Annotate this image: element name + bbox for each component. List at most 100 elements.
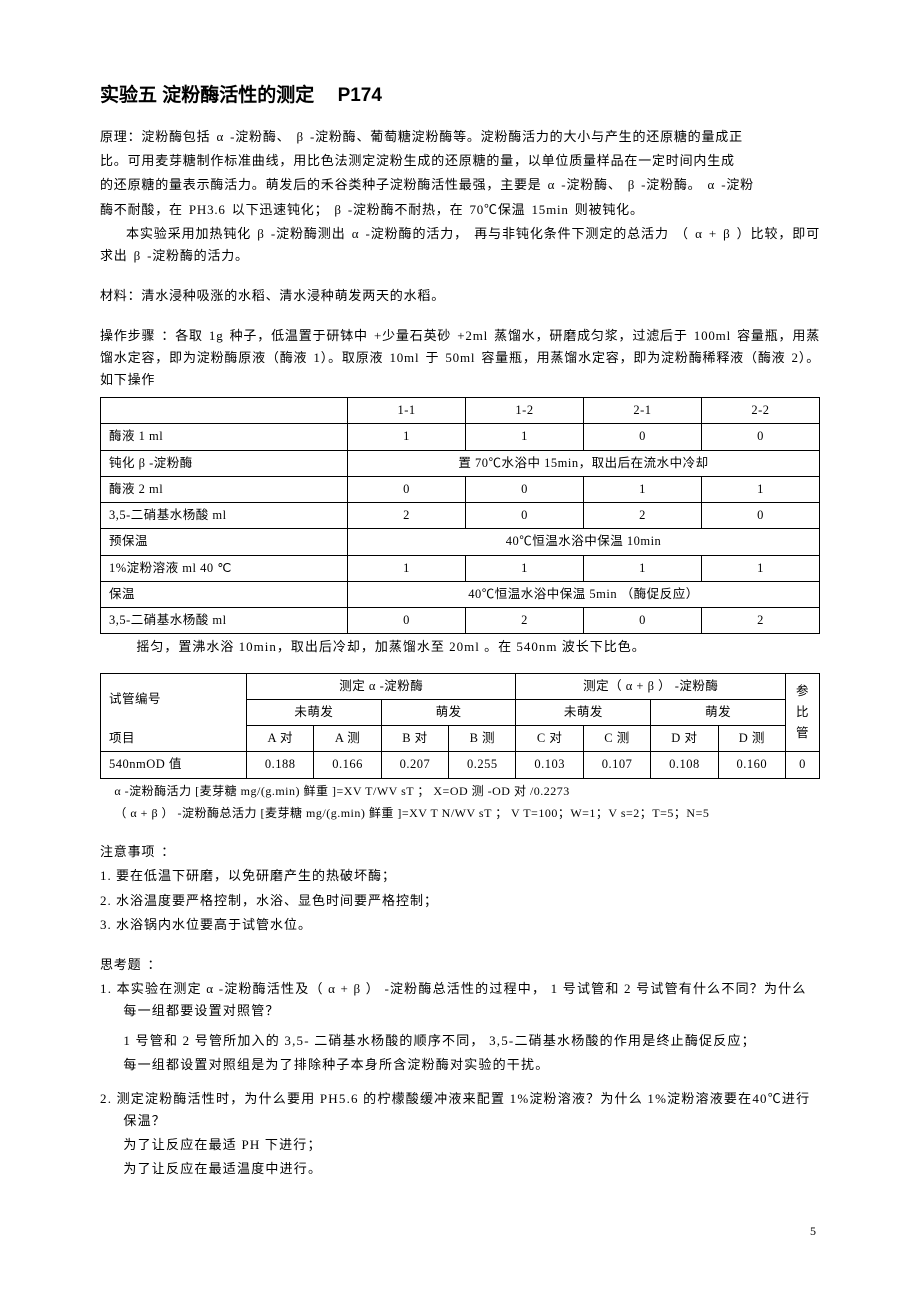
sub-b1: 未萌发 xyxy=(516,699,651,725)
span-cell: 置 70℃水浴中 15min，取出后在流水中冷却 xyxy=(348,450,820,476)
col-header: 1-1 xyxy=(348,398,466,424)
row-label: 酶液 2 ml xyxy=(101,476,348,502)
cell: 0 xyxy=(701,424,819,450)
col-label: B 对 xyxy=(381,726,448,752)
cell: 2 xyxy=(701,608,819,634)
principle-line: 比。可用麦芽糖制作标准曲线，用比色法测定淀粉生成的还原糖的量，以单位质量样品在一… xyxy=(100,150,820,172)
results-table: 试管编号 测定 α -淀粉酶 测定（ α + β ） -淀粉酶 参比管 未萌发 … xyxy=(100,673,820,779)
cell: 1 xyxy=(701,476,819,502)
principle-block: 原理：淀粉酶包括 α -淀粉酶、 β -淀粉酶、葡萄糖淀粉酶等。淀粉酶活力的大小… xyxy=(100,126,820,220)
cell: 1 xyxy=(583,555,701,581)
answer-2b: 为了让反应在最适温度中进行。 xyxy=(100,1158,820,1180)
steps-intro: 操作步骤 ：各取 1g 种子，低温置于研钵中 +少量石英砂 +2ml 蒸馏水，研… xyxy=(100,325,820,391)
think-title: 思考题 ： xyxy=(100,954,820,976)
cell: 0 xyxy=(348,608,466,634)
principle-line: 酶不耐酸，在 PH3.6 以下迅速钝化； β -淀粉酶不耐热，在 70℃保温 1… xyxy=(100,199,820,221)
principle-line: 的还原糖的量表示酶活力。萌发后的禾谷类种子淀粉酶活性最强，主要是 α -淀粉酶、… xyxy=(100,174,820,196)
table-row: 钝化 β -淀粉酶 置 70℃水浴中 15min，取出后在流水中冷却 xyxy=(101,450,820,476)
answer-1b: 每一组都设置对照组是为了排除种子本身所含淀粉酶对实验的干扰。 xyxy=(100,1054,820,1076)
table-row: 酶液 2 ml 0 0 1 1 xyxy=(101,476,820,502)
table-header-row: 1-1 1-2 2-1 2-2 xyxy=(101,398,820,424)
col-label: A 对 xyxy=(247,726,314,752)
od-value: 0.103 xyxy=(516,752,583,778)
question-1: 1. 本实验在测定 α -淀粉酶活性及（ α + β ） -淀粉酶总活性的过程中… xyxy=(100,978,820,1022)
col-label: B 测 xyxy=(449,726,516,752)
after-table1-note: 摇匀，置沸水浴 10min，取出后冷却，加蒸馏水至 20ml 。在 540nm … xyxy=(100,636,820,658)
sub-b2: 萌发 xyxy=(651,699,786,725)
span-cell: 40℃恒温水浴中保温 10min xyxy=(348,529,820,555)
exp-method: 本实验采用加热钝化 β -淀粉酶测出 α -淀粉酶的活力， 再与非钝化条件下测定… xyxy=(100,223,820,267)
col-header: 2-2 xyxy=(701,398,819,424)
row-label: 酶液 1 ml xyxy=(101,424,348,450)
od-value: 0.160 xyxy=(718,752,785,778)
sub-a1: 未萌发 xyxy=(247,699,382,725)
col-header: 1-2 xyxy=(466,398,584,424)
cell: 1 xyxy=(583,476,701,502)
col-label: C 测 xyxy=(583,726,650,752)
notes-list: 1. 要在低温下研磨，以免研磨产生的热破坏酶； 2. 水浴温度要严格控制，水浴、… xyxy=(100,865,820,935)
formula-total: （ α + β ） -淀粉酶总活力 [麦芽糖 mg/(g.min) 鲜重 ]=X… xyxy=(100,803,820,823)
row-label: 3,5-二硝基水杨酸 ml xyxy=(101,503,348,529)
note-item: 1. 要在低温下研磨，以免研磨产生的热破坏酶； xyxy=(100,865,820,887)
col-header: 2-1 xyxy=(583,398,701,424)
page-number: 5 xyxy=(100,1221,820,1241)
answer-2a: 为了让反应在最适 PH 下进行； xyxy=(100,1134,820,1156)
cell: 2 xyxy=(466,608,584,634)
materials: 材料：清水浸种吸涨的水稻、清水浸种萌发两天的水稻。 xyxy=(100,285,820,307)
cell: 0 xyxy=(701,503,819,529)
notes-title: 注意事项 ： xyxy=(100,841,820,863)
table-row: 1%淀粉溶液 ml 40 ℃ 1 1 1 1 xyxy=(101,555,820,581)
od-value: 0.188 xyxy=(247,752,314,778)
title-page-ref: P174 xyxy=(338,85,382,106)
table-od-row: 540nmOD 值 0.188 0.166 0.207 0.255 0.103 … xyxy=(101,752,820,778)
table-row: 3,5-二硝基水杨酸 ml 0 2 0 2 xyxy=(101,608,820,634)
procedure-table: 1-1 1-2 2-1 2-2 酶液 1 ml 1 1 0 0 钝化 β -淀粉… xyxy=(100,397,820,634)
od-label: 540nmOD 值 xyxy=(101,752,247,778)
row-label: 预保温 xyxy=(101,529,348,555)
span-cell: 40℃恒温水浴中保温 5min （酶促反应） xyxy=(348,581,820,607)
od-value: 0.255 xyxy=(449,752,516,778)
table-row: 酶液 1 ml 1 1 0 0 xyxy=(101,424,820,450)
group-a-header: 测定 α -淀粉酶 xyxy=(247,673,516,699)
qa-block: 1. 本实验在测定 α -淀粉酶活性及（ α + β ） -淀粉酶总活性的过程中… xyxy=(100,978,820,1181)
col-label: C 对 xyxy=(516,726,583,752)
od-value: 0.107 xyxy=(583,752,650,778)
od-value: 0.108 xyxy=(651,752,718,778)
principle-line: 原理：淀粉酶包括 α -淀粉酶、 β -淀粉酶、葡萄糖淀粉酶等。淀粉酶活力的大小… xyxy=(100,126,820,148)
note-item: 3. 水浴锅内水位要高于试管水位。 xyxy=(100,914,820,936)
title-text: 实验五 淀粉酶活性的测定 xyxy=(100,85,314,106)
col-label: D 测 xyxy=(718,726,785,752)
group-b-header: 测定（ α + β ） -淀粉酶 xyxy=(516,673,786,699)
od-value: 0.166 xyxy=(314,752,381,778)
question-2: 2. 测定淀粉酶活性时，为什么要用 PH5.6 的柠檬酸缓冲液来配置 1%淀粉溶… xyxy=(100,1088,820,1132)
tube-header: 试管编号 xyxy=(101,673,247,726)
cell: 1 xyxy=(701,555,819,581)
table-header-row: 试管编号 测定 α -淀粉酶 测定（ α + β ） -淀粉酶 参比管 xyxy=(101,673,820,699)
cell: 1 xyxy=(466,555,584,581)
table-row: 3,5-二硝基水杨酸 ml 2 0 2 0 xyxy=(101,503,820,529)
answer-1a: 1 号管和 2 号管所加入的 3,5- 二硝基水杨酸的顺序不同， 3,5-二硝基… xyxy=(100,1030,820,1052)
cell: 1 xyxy=(348,555,466,581)
proj-header: 项目 xyxy=(101,726,247,752)
cell: 0 xyxy=(583,424,701,450)
empty-cell xyxy=(101,398,348,424)
cell: 1 xyxy=(466,424,584,450)
sub-a2: 萌发 xyxy=(381,699,516,725)
od-value: 0.207 xyxy=(381,752,448,778)
cell: 1 xyxy=(348,424,466,450)
col-label: A 测 xyxy=(314,726,381,752)
ref-col-header: 参比管 xyxy=(786,673,820,752)
page-title: 实验五 淀粉酶活性的测定 P174 xyxy=(100,80,820,112)
cell: 0 xyxy=(583,608,701,634)
col-label: D 对 xyxy=(651,726,718,752)
od-value: 0 xyxy=(786,752,820,778)
cell: 0 xyxy=(348,476,466,502)
cell: 0 xyxy=(466,476,584,502)
cell: 0 xyxy=(466,503,584,529)
formula-alpha: α -淀粉酶活力 [麦芽糖 mg/(g.min) 鲜重 ]=XV T/WV sT… xyxy=(100,781,820,801)
table-col-row: 项目 A 对 A 测 B 对 B 测 C 对 C 测 D 对 D 测 xyxy=(101,726,820,752)
row-label: 3,5-二硝基水杨酸 ml xyxy=(101,608,348,634)
cell: 2 xyxy=(348,503,466,529)
row-label: 钝化 β -淀粉酶 xyxy=(101,450,348,476)
row-label: 1%淀粉溶液 ml 40 ℃ xyxy=(101,555,348,581)
